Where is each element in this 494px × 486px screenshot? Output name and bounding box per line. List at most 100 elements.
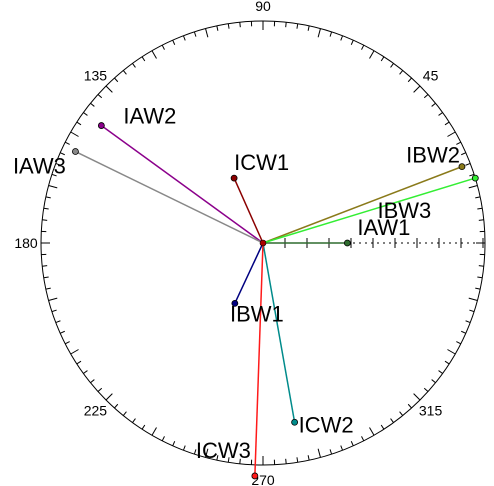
angle-label-90: 90: [255, 0, 271, 14]
angle-tick: [83, 370, 88, 374]
angle-tick: [447, 131, 456, 137]
angle-tick: [307, 25, 310, 31]
angle-tick: [399, 411, 404, 416]
angle-tick: [340, 445, 344, 451]
phasor-label-ibw2: IBW2: [406, 143, 460, 168]
angle-tick: [70, 131, 79, 137]
angle-tick: [296, 457, 299, 463]
angle-tick: [151, 427, 157, 436]
angle-tick: [59, 330, 65, 334]
phasors: [72, 122, 479, 480]
angle-tick: [141, 56, 146, 62]
angle-tick: [461, 330, 467, 334]
origin-point: [259, 239, 267, 247]
angle-tick: [369, 427, 375, 436]
angle-tick: [296, 23, 299, 29]
angle-tick: [369, 50, 375, 59]
angle-tick: [329, 31, 333, 37]
angle-tick: [105, 393, 113, 401]
phasor-tip-iaw2: [97, 122, 105, 129]
angle-tick: [97, 387, 103, 392]
angle-tick: [193, 449, 197, 455]
angle-tick: [182, 445, 186, 451]
angle-tick: [141, 424, 146, 430]
angle-tick: [285, 22, 287, 28]
angle-tick: [64, 141, 70, 145]
angle-tick: [161, 44, 165, 50]
angle-tick: [45, 287, 51, 290]
angle-tick: [216, 25, 219, 31]
angle-tick: [447, 349, 456, 355]
angle-tick: [413, 393, 421, 401]
angle-tick: [438, 370, 443, 374]
angle-tick: [465, 162, 471, 166]
angle-tick: [90, 379, 95, 384]
angle-tick: [48, 297, 58, 301]
angle-tick: [468, 297, 478, 301]
angle-tick: [469, 173, 475, 177]
angle-tick: [350, 441, 354, 447]
outer-circle: [40, 20, 486, 466]
angle-tick: [42, 265, 48, 267]
phasor-label-iaw3: IAW3: [13, 154, 66, 179]
angle-tick: [172, 441, 176, 447]
angle-tick: [475, 196, 481, 199]
angle-tick: [380, 56, 385, 62]
phasor-ibw1: [234, 242, 264, 304]
phasor-labels: IAW1 IBW2 IBW3 ICW1 IAW2 IAW3 IBW1 ICW2 ICW3: [13, 104, 460, 463]
angle-tick: [132, 418, 136, 423]
angle-tick: [390, 63, 394, 68]
phasor-label-ibw3: IBW3: [378, 198, 432, 223]
angle-tick: [469, 309, 475, 313]
angle-tick: [122, 411, 127, 416]
angle-tick: [205, 448, 209, 458]
angle-tick: [216, 455, 219, 461]
angle-tick: [478, 265, 484, 267]
phasor-icw1: [233, 177, 264, 244]
phasor-label-icw2: ICW2: [299, 412, 354, 437]
angle-tick: [64, 341, 70, 345]
phasor-tip-icw1: [230, 174, 238, 182]
angle-tick: [51, 173, 57, 177]
angle-tick: [205, 28, 209, 38]
angle-tick: [105, 85, 113, 93]
angle-tick: [307, 455, 310, 461]
angle-tick: [380, 424, 385, 430]
angle-tick: [227, 23, 230, 29]
phasor-tip-iaw3: [72, 148, 79, 155]
angle-tick: [477, 276, 483, 279]
angle-tick: [70, 349, 79, 355]
angle-tick: [285, 458, 287, 464]
angle-tick: [465, 320, 471, 324]
angle-tick: [431, 102, 436, 107]
angle-tick: [114, 77, 119, 83]
phasor-tip-ibw2: [458, 163, 466, 171]
angle-tick: [423, 387, 429, 392]
angle-tick: [76, 360, 82, 365]
angle-tick: [239, 22, 241, 28]
angle-tick: [444, 121, 450, 126]
phasor-label-iaw2: IAW2: [123, 104, 176, 129]
angle-tick: [407, 77, 412, 83]
angle-tick: [43, 207, 49, 210]
angle-tick: [42, 219, 48, 221]
angle-tick: [227, 457, 230, 463]
angle-tick: [461, 152, 467, 156]
phasor-tip-iaw1: [343, 239, 351, 247]
phasor-ibw2: [262, 165, 463, 244]
tick-marks: [41, 21, 485, 465]
angle-tick: [468, 185, 478, 189]
phasor-tip-icw2: [291, 418, 299, 426]
angle-tick: [361, 436, 365, 442]
angle-tick: [172, 39, 176, 45]
angle-tick: [59, 152, 65, 156]
angle-tick: [438, 112, 443, 116]
angle-tick: [55, 320, 61, 324]
angle-tick: [361, 44, 365, 50]
angle-tick: [90, 102, 95, 107]
angle-tick: [132, 63, 136, 68]
phasor-label-ibw1: IBW1: [230, 301, 284, 326]
angle-tick: [182, 35, 186, 41]
angle-tick: [340, 35, 344, 41]
